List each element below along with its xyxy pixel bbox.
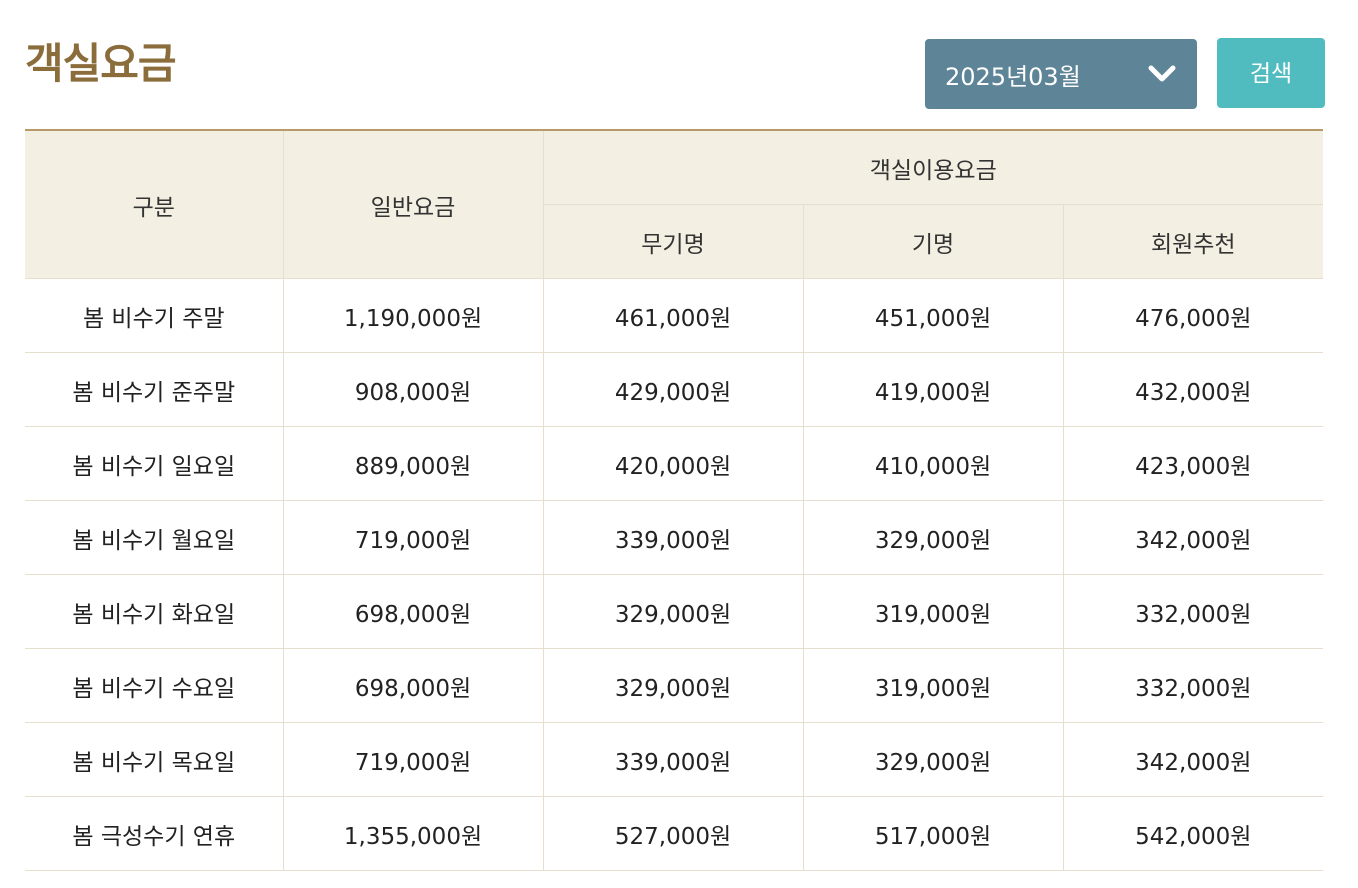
cell-anonymous-rate: 420,000원 [542,426,804,501]
cell-category: 봄 비수기 주말 [25,278,284,353]
header-member-referral: 회원추천 [1062,204,1324,279]
cell-anonymous-rate: 429,000원 [542,352,804,427]
month-select[interactable]: 2025년03월 [925,39,1197,109]
cell-member-referral-rate: 342,000원 [1062,500,1324,575]
cell-named-rate: 451,000원 [802,278,1064,353]
cell-named-rate: 517,000원 [802,796,1064,871]
cell-category: 봄 비수기 일요일 [25,426,284,501]
header-named: 기명 [802,204,1064,279]
header-category: 구분 [25,129,284,279]
cell-category: 봄 극성수기 연휴 [25,796,284,871]
cell-anonymous-rate: 329,000원 [542,574,804,649]
table-row: 봄 비수기 월요일 719,000원 339,000원 329,000원 342,000… [25,500,1324,575]
cell-category: 봄 비수기 준주말 [25,352,284,427]
table-row: 봄 비수기 일요일 889,000원 420,000원 410,000원 423,000… [25,426,1324,501]
table-row: 봄 비수기 주말 1,190,000원 461,000원 451,000원 476,00… [25,278,1324,353]
cell-anonymous-rate: 339,000원 [542,500,804,575]
cell-category: 봄 비수기 화요일 [25,574,284,649]
header-regular-rate: 일반요금 [282,129,544,279]
rate-table: 구분 일반요금 객실이용요금 무기명 기명 회원추천 봄 비수기 주말 1,190… [25,129,1324,871]
cell-member-referral-rate: 432,000원 [1062,352,1324,427]
cell-regular-rate: 889,000원 [282,426,544,501]
cell-member-referral-rate: 542,000원 [1062,796,1324,871]
header-room-rate-group: 객실이용요금 [542,129,1324,205]
cell-named-rate: 410,000원 [802,426,1064,501]
cell-member-referral-rate: 332,000원 [1062,574,1324,649]
cell-regular-rate: 698,000원 [282,648,544,723]
header-anonymous: 무기명 [543,204,804,279]
cell-anonymous-rate: 461,000원 [542,278,804,353]
cell-anonymous-rate: 339,000원 [542,722,804,797]
cell-category: 봄 비수기 월요일 [25,500,284,575]
search-button[interactable]: 검색 [1217,38,1325,108]
cell-member-referral-rate: 476,000원 [1062,278,1324,353]
table-row: 봄 비수기 수요일 698,000원 329,000원 319,000원 332,000… [25,648,1324,723]
cell-regular-rate: 1,355,000원 [282,796,544,871]
table-row: 봄 비수기 목요일 719,000원 339,000원 329,000원 342,000… [25,722,1324,797]
chevron-down-icon [1147,64,1177,84]
cell-category: 봄 비수기 목요일 [25,722,284,797]
cell-regular-rate: 908,000원 [282,352,544,427]
cell-regular-rate: 719,000원 [282,500,544,575]
cell-named-rate: 319,000원 [802,648,1064,723]
cell-category: 봄 비수기 수요일 [25,648,284,723]
cell-named-rate: 329,000원 [802,722,1064,797]
cell-regular-rate: 719,000원 [282,722,544,797]
cell-regular-rate: 1,190,000원 [282,278,544,353]
cell-member-referral-rate: 332,000원 [1062,648,1324,723]
table-row: 봄 비수기 준주말 908,000원 429,000원 419,000원 432,000… [25,352,1324,427]
cell-anonymous-rate: 329,000원 [542,648,804,723]
cell-named-rate: 319,000원 [802,574,1064,649]
cell-named-rate: 329,000원 [802,500,1064,575]
cell-regular-rate: 698,000원 [282,574,544,649]
table-row: 봄 비수기 화요일 698,000원 329,000원 319,000원 332,000… [25,574,1324,649]
page-title: 객실요금 [25,39,177,88]
cell-member-referral-rate: 423,000원 [1062,426,1324,501]
cell-member-referral-rate: 342,000원 [1062,722,1324,797]
cell-anonymous-rate: 527,000원 [542,796,804,871]
month-select-value: 2025년03월 [945,62,1081,91]
table-row: 봄 극성수기 연휴 1,355,000원 527,000원 517,000원 542,0… [25,796,1324,871]
cell-named-rate: 419,000원 [802,352,1064,427]
